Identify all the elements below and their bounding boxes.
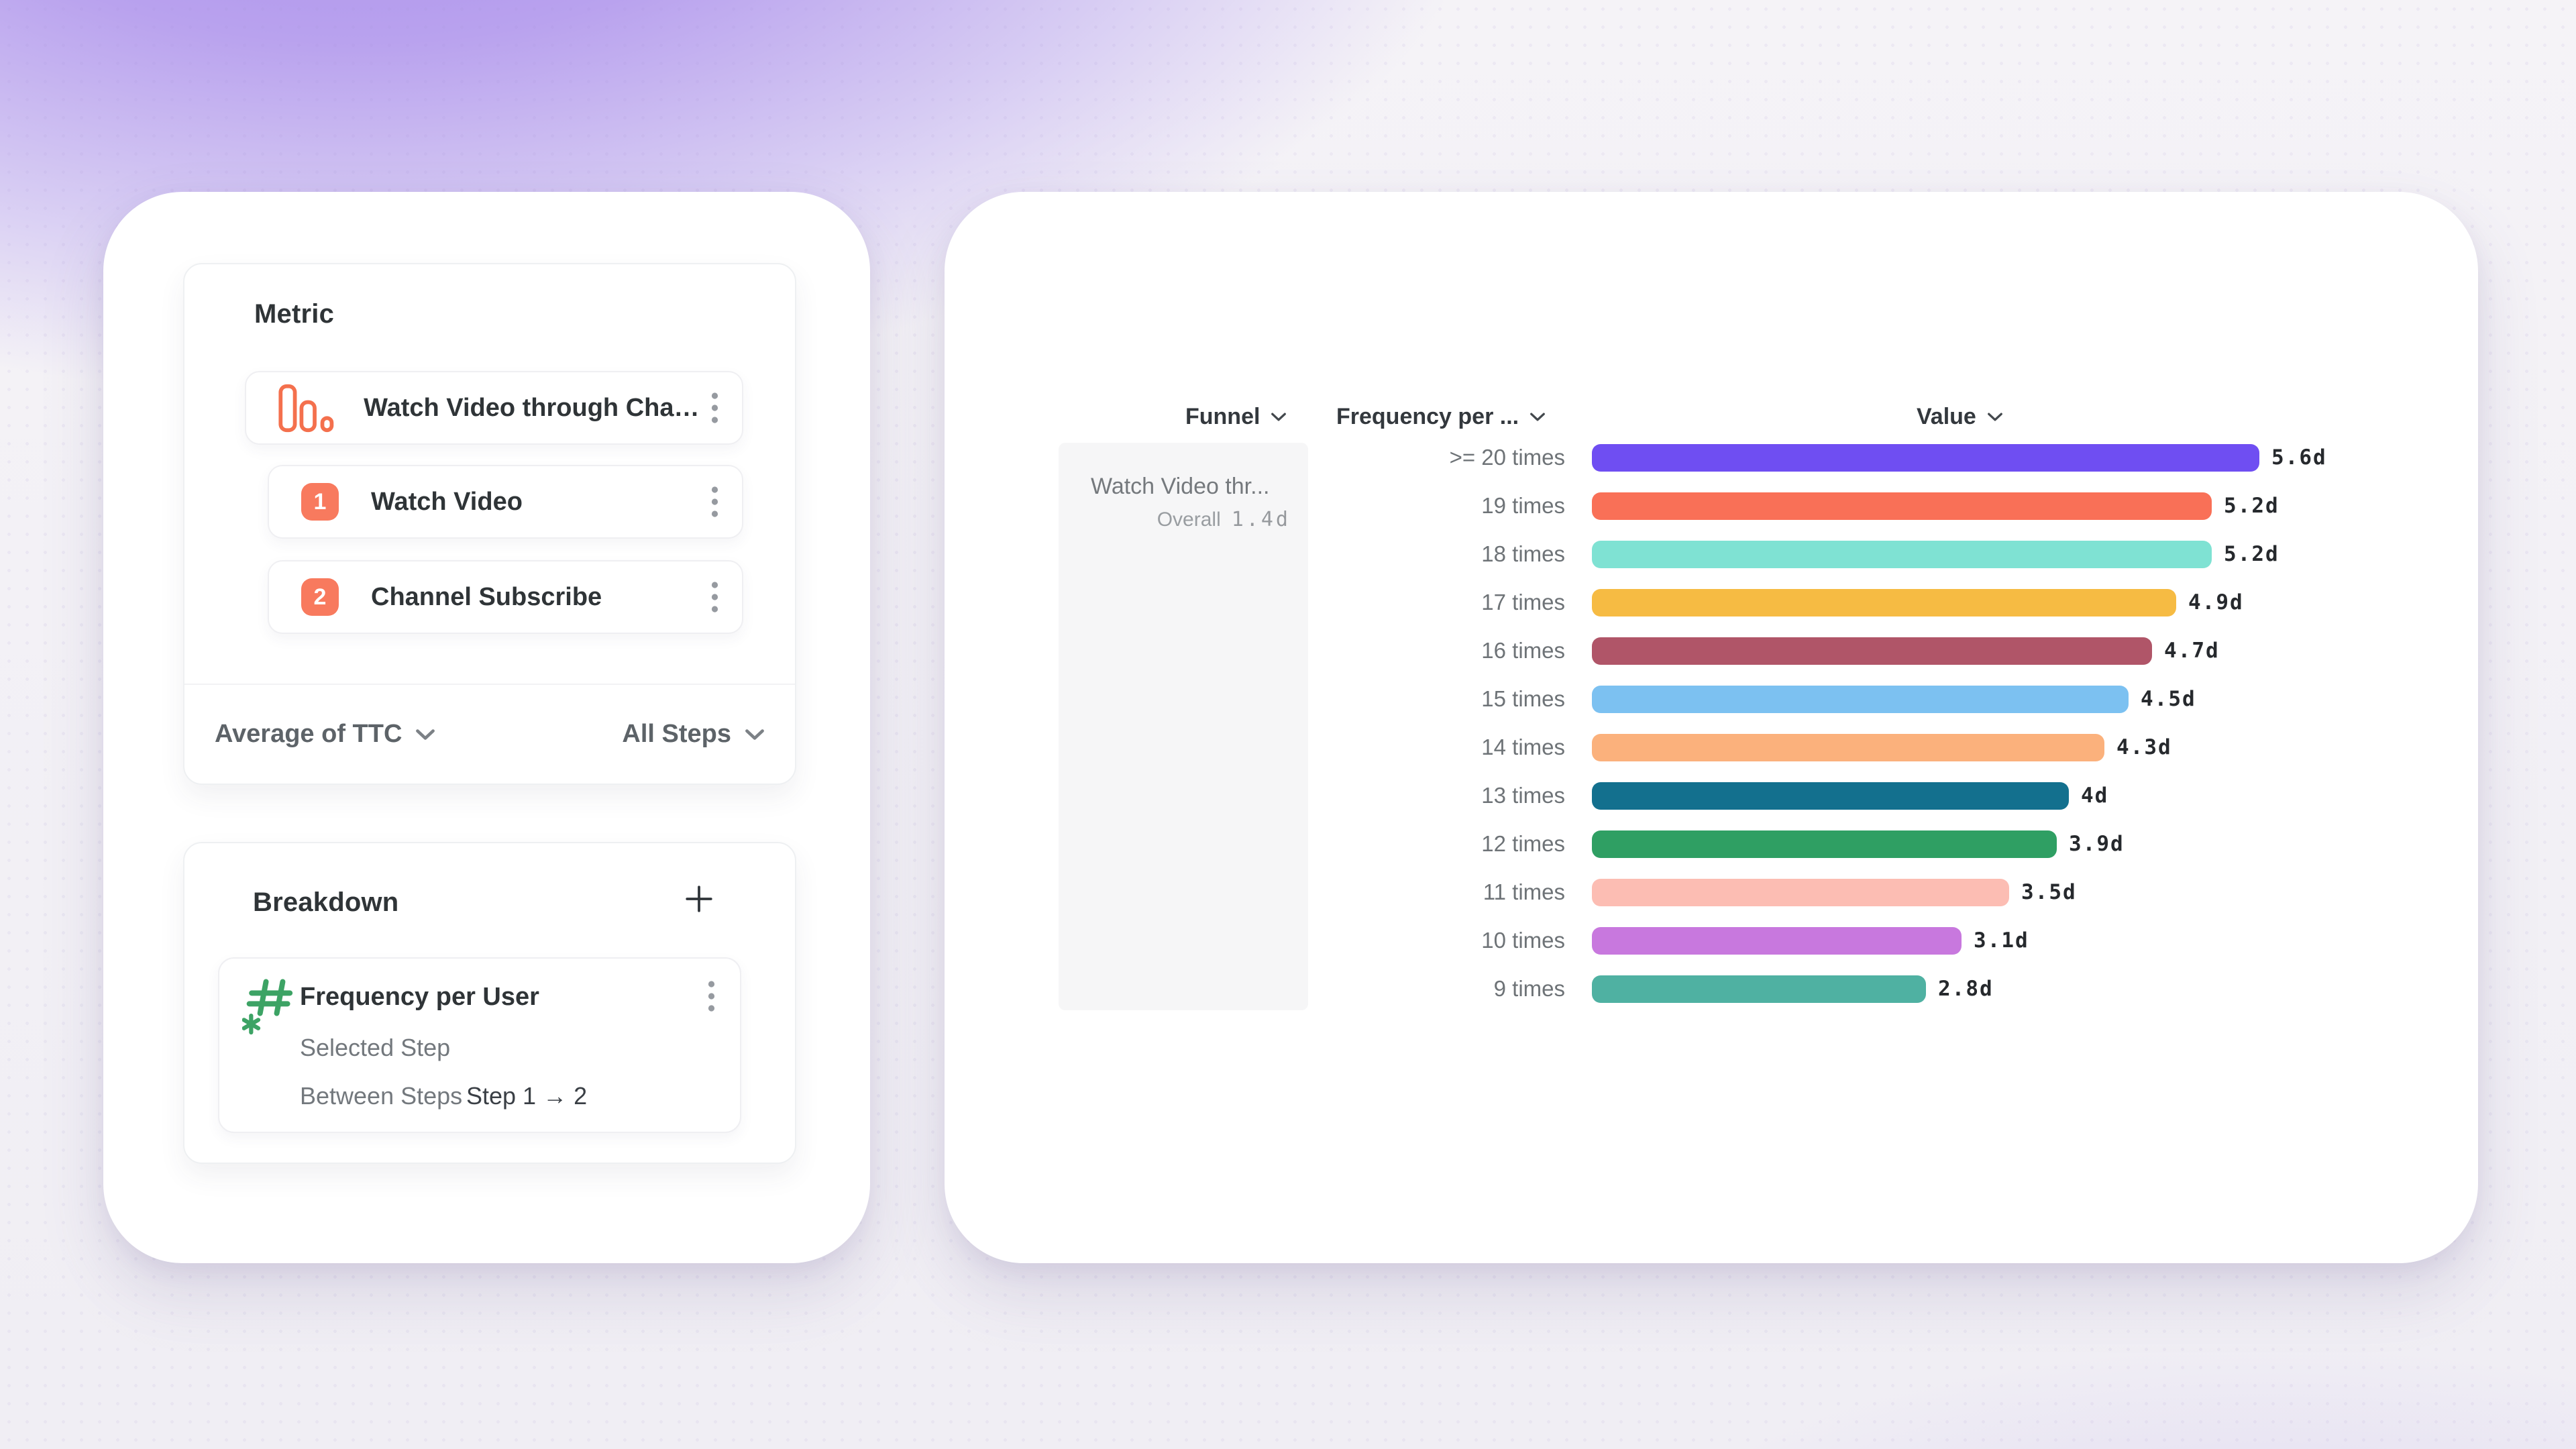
bar-value-label: 3.5d	[2021, 880, 2077, 904]
funnel-step-row-1[interactable]: 1 Watch Video	[268, 465, 743, 539]
plus-icon[interactable]	[684, 883, 714, 914]
kebab-menu-icon[interactable]	[707, 980, 716, 1012]
chart-row: 14 times 4.3d	[1414, 723, 2458, 771]
kebab-menu-icon[interactable]	[710, 486, 719, 518]
breakdown-item-label: Frequency per User	[300, 983, 539, 1011]
column-header-frequency[interactable]: Frequency per ...	[1336, 404, 1546, 430]
chart-row: 15 times 4.5d	[1414, 675, 2458, 723]
breakdown-section-title: Breakdown	[253, 888, 399, 917]
bar-category-label: 17 times	[1481, 590, 1565, 614]
bar-category-label: 10 times	[1481, 928, 1565, 953]
column-header-value[interactable]: Value	[1917, 404, 2003, 430]
column-header-label: Frequency per ...	[1336, 404, 1519, 429]
bar-category-label: 9 times	[1493, 976, 1565, 1001]
bar-value-label: 3.1d	[1974, 928, 2029, 953]
bar-value-label: 4d	[2081, 784, 2109, 808]
bar[interactable]	[1592, 878, 2009, 906]
bar-category-label: 12 times	[1481, 831, 1565, 856]
overall-value: 1.4d	[1231, 508, 1291, 531]
funnel-group-cell[interactable]: Watch Video thr... Overall 1.4d	[1059, 443, 1308, 1010]
metric-section: Metric Watch Video through Channel ... 1…	[183, 263, 796, 785]
metric-footer: Average of TTC All Steps	[215, 685, 765, 784]
chart-row: 18 times 5.2d	[1414, 530, 2458, 578]
step-number-badge: 1	[301, 483, 339, 521]
metric-section-title: Metric	[254, 299, 335, 329]
bar[interactable]	[1592, 443, 2259, 472]
divider	[184, 684, 795, 685]
bar-category-label: 18 times	[1481, 541, 1565, 566]
bar-value-label: 5.2d	[2224, 494, 2279, 518]
chart-row: 16 times 4.7d	[1414, 627, 2458, 675]
bar[interactable]	[1592, 830, 2057, 858]
metric-event-label: Watch Video through Channel ...	[364, 393, 710, 422]
breakdown-detail-label: Between Steps	[300, 1082, 463, 1110]
bar[interactable]	[1592, 975, 1926, 1003]
funnel-name: Watch Video thr...	[1091, 474, 1270, 499]
chart-rows: >= 20 times 5.6d 19 times 5.2d 18 times 5.2d 1…	[1414, 433, 2458, 1013]
bar-value-label: 4.5d	[2141, 687, 2196, 711]
step-label: Watch Video	[371, 487, 523, 516]
bar-category-label: 14 times	[1481, 735, 1565, 759]
steps-scope-dropdown-label: All Steps	[622, 720, 731, 748]
bar-category-label: 13 times	[1481, 783, 1565, 808]
bar-value-label: 3.9d	[2069, 832, 2125, 856]
bar[interactable]	[1592, 782, 2069, 810]
chart-row: 9 times 2.8d	[1414, 965, 2458, 1013]
bar[interactable]	[1592, 685, 2129, 713]
chevron-down-icon	[1987, 413, 2002, 421]
step-number-badge: 2	[301, 578, 339, 616]
breakdown-detail-label: Selected Step	[300, 1034, 451, 1061]
funnel-step-row-2[interactable]: 2 Channel Subscribe	[268, 560, 743, 634]
bar-category-label: 11 times	[1483, 879, 1565, 904]
bar-chart-icon	[278, 384, 334, 432]
kebab-menu-icon[interactable]	[710, 392, 719, 424]
query-builder-panel: Metric Watch Video through Channel ... 1…	[103, 192, 870, 1263]
bar[interactable]	[1592, 540, 2212, 568]
bar-category-label: >= 20 times	[1449, 445, 1565, 470]
bar-category-label: 15 times	[1481, 686, 1565, 711]
bar-value-label: 4.3d	[2116, 735, 2172, 759]
chart-row: 12 times 3.9d	[1414, 820, 2458, 868]
column-header-label: Funnel	[1185, 404, 1260, 429]
bar[interactable]	[1592, 733, 2104, 761]
bar-value-label: 5.2d	[2224, 542, 2279, 566]
chart-panel: Funnel Frequency per ... Value Watch Vid…	[945, 192, 2478, 1263]
kebab-menu-icon[interactable]	[710, 581, 719, 613]
bar-category-label: 19 times	[1481, 493, 1565, 518]
column-header-funnel[interactable]: Funnel	[1185, 404, 1287, 430]
chart-row: >= 20 times 5.6d	[1414, 433, 2458, 482]
chart-row: 19 times 5.2d	[1414, 482, 2458, 530]
breakdown-section: Breakdown	[183, 842, 796, 1164]
bar[interactable]	[1592, 637, 2152, 665]
metric-event-row[interactable]: Watch Video through Channel ...	[245, 371, 743, 445]
chart-row: 11 times 3.5d	[1414, 868, 2458, 916]
chart-row: 17 times 4.9d	[1414, 578, 2458, 627]
funnel-overall: Overall 1.4d	[1059, 508, 1291, 531]
breakdown-detail-value: Step 1 → 2	[466, 1082, 588, 1110]
bar-value-label: 5.6d	[2271, 445, 2327, 470]
bar-value-label: 4.9d	[2188, 590, 2244, 614]
numeric-property-icon	[242, 979, 293, 1035]
chevron-down-icon	[745, 729, 764, 740]
step-label: Channel Subscribe	[371, 582, 602, 611]
bar-value-label: 4.7d	[2164, 639, 2220, 663]
aggregation-dropdown[interactable]: Average of TTC	[215, 720, 435, 749]
bar[interactable]	[1592, 588, 2176, 616]
steps-scope-dropdown[interactable]: All Steps	[622, 720, 765, 749]
chevron-down-icon	[1271, 413, 1287, 421]
bar-category-label: 16 times	[1481, 638, 1565, 663]
chart-row: 13 times 4d	[1414, 771, 2458, 820]
breakdown-item[interactable]: Frequency per User Selected Step Between…	[218, 957, 741, 1133]
chevron-down-icon	[416, 729, 435, 740]
bar[interactable]	[1592, 926, 1962, 955]
chevron-down-icon	[1530, 413, 1546, 421]
bar[interactable]	[1592, 492, 2212, 520]
bar-value-label: 2.8d	[1938, 977, 1994, 1001]
overall-label: Overall	[1157, 508, 1221, 531]
aggregation-dropdown-label: Average of TTC	[215, 720, 402, 748]
column-header-label: Value	[1917, 404, 1976, 429]
chart-row: 10 times 3.1d	[1414, 916, 2458, 965]
